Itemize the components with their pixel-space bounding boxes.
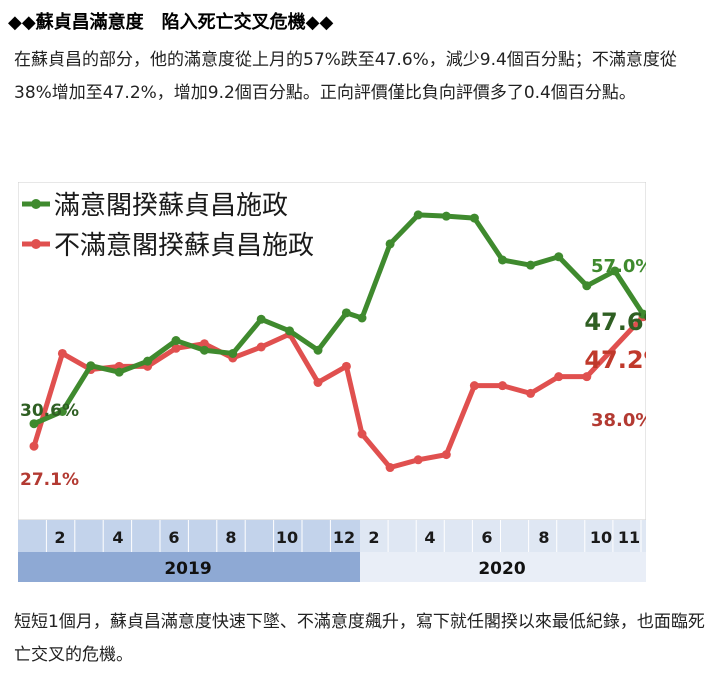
data-point-satisfied — [171, 336, 181, 346]
x-axis-band: 2 4 6 8 10 12 2 4 6 8 10 11 2019 2020 — [18, 520, 646, 582]
data-point-dissatisfied — [171, 343, 181, 353]
legend-dissatisfied-marker — [31, 239, 41, 249]
x-tick-label: 10 — [590, 528, 612, 547]
chart-svg: 2 4 6 8 10 12 2 4 6 8 10 11 2019 2020 滿意閣揆蘇貞昌施政不滿意閣揆蘇… — [18, 182, 646, 582]
data-point-satisfied — [441, 211, 451, 221]
data-point-dissatisfied — [313, 377, 323, 387]
data-point-dissatisfied — [341, 361, 351, 371]
x-tick-label: 4 — [424, 528, 435, 547]
satisfaction-chart: 2 4 6 8 10 12 2 4 6 8 10 11 2019 2020 滿意閣揆蘇貞昌施政 不滿意閣揆蘇… — [18, 182, 646, 582]
x-tick-label: 10 — [276, 528, 298, 547]
year-label-2020: 2020 — [478, 559, 525, 579]
data-point-satisfied — [114, 367, 124, 377]
data-point-dissatisfied — [413, 455, 423, 465]
data-point-satisfied — [86, 361, 96, 371]
year-band-2019 — [18, 552, 360, 582]
legend-dissatisfied-label: 不滿意閣揆蘇貞昌施政 — [54, 231, 314, 261]
month-band-2019 — [18, 520, 360, 552]
data-point-satisfied — [385, 239, 395, 249]
data-point-satisfied — [341, 308, 351, 318]
data-point-dissatisfied — [469, 381, 479, 391]
label-satisfied-last: 47.6% — [584, 308, 646, 336]
data-point-satisfied — [313, 345, 323, 355]
data-point-satisfied — [143, 356, 153, 366]
x-tick-label: 11 — [618, 528, 640, 547]
month-band-2020 — [360, 520, 646, 552]
outro-paragraph: 短短1個月，蘇貞昌滿意度快速下墜、不滿意度飆升，寫下就任閣揆以來最低紀錄，也面臨… — [14, 612, 705, 665]
x-tick-label: 8 — [538, 528, 549, 547]
label-dissatisfied-last: 47.2% — [584, 346, 646, 374]
data-point-satisfied — [285, 326, 295, 336]
data-point-satisfied — [199, 345, 209, 355]
label-satisfied-previous: 57.0% — [591, 256, 646, 277]
data-point-satisfied — [57, 406, 67, 416]
data-labels: 30.6% 27.1% 57.0% 38.0% 47.6% 47.2% — [20, 256, 646, 490]
data-point-satisfied — [357, 313, 367, 323]
x-tick-label: 2 — [54, 528, 65, 547]
data-point-satisfied — [29, 419, 39, 429]
chart-plot-area — [18, 182, 646, 521]
data-point-dissatisfied — [357, 429, 367, 439]
x-tick-label: 6 — [168, 528, 179, 547]
data-point-satisfied — [638, 309, 646, 319]
data-point-satisfied — [526, 260, 536, 270]
data-point-dissatisfied — [526, 388, 536, 398]
year-band-2020 — [360, 552, 646, 582]
data-point-dissatisfied — [57, 348, 67, 358]
series-lines — [29, 210, 646, 473]
x-tick-label: 8 — [225, 528, 236, 547]
data-point-dissatisfied — [554, 372, 564, 382]
article-heading: ◆◆蘇貞昌滿意度 陷入死亡交叉危機◆◆ — [8, 12, 334, 33]
x-tick-label: 4 — [112, 528, 123, 547]
data-point-satisfied — [228, 348, 238, 358]
data-point-dissatisfied — [385, 463, 395, 473]
x-tick-label: 2 — [368, 528, 379, 547]
data-point-satisfied — [413, 210, 423, 220]
legend-satisfied-marker — [31, 199, 41, 209]
x-tick-label: 12 — [333, 528, 355, 547]
data-point-satisfied — [498, 255, 507, 265]
data-point-satisfied — [256, 314, 266, 324]
data-point-dissatisfied — [256, 342, 266, 352]
label-satisfied-first: 30.6% — [20, 401, 79, 421]
data-point-dissatisfied — [441, 450, 451, 460]
data-point-satisfied — [610, 266, 620, 276]
year-label-2019: 2019 — [164, 559, 211, 579]
data-point-satisfied — [554, 252, 564, 262]
data-point-satisfied — [469, 213, 479, 223]
x-tick-label: 6 — [481, 528, 492, 547]
data-point-dissatisfied — [199, 339, 209, 349]
data-point-satisfied — [582, 281, 592, 291]
data-point-dissatisfied — [498, 381, 507, 391]
label-dissatisfied-previous: 38.0% — [591, 410, 646, 431]
data-point-dissatisfied — [29, 441, 39, 451]
label-dissatisfied-first: 27.1% — [20, 470, 79, 490]
data-point-dissatisfied — [582, 372, 592, 382]
legend-satisfied-label: 滿意閣揆蘇貞昌施政 — [54, 191, 288, 221]
intro-paragraph: 在蘇貞昌的部分，他的滿意度從上月的57%跌至47.6%，減少9.4個百分點；不滿… — [14, 50, 677, 103]
